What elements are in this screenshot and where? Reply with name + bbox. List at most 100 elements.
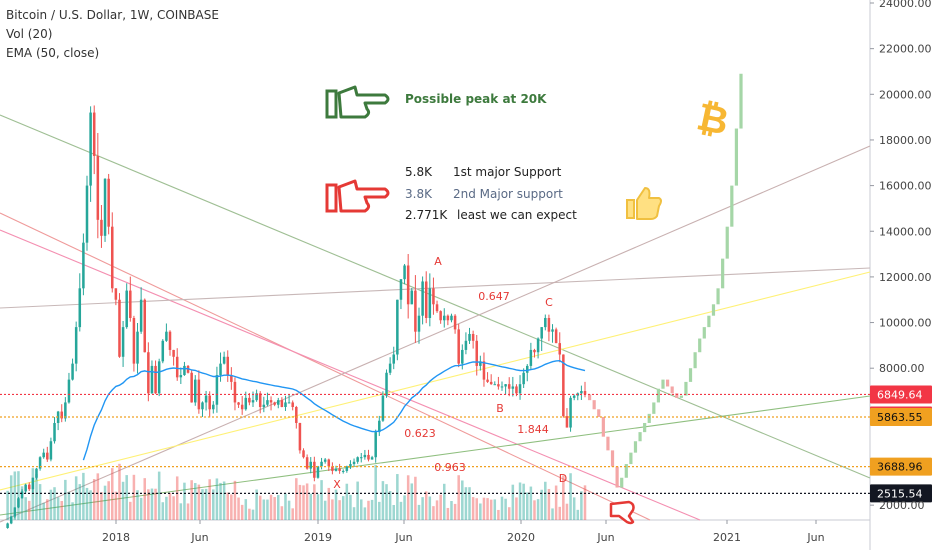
volume-bar [327,487,331,520]
candle [31,477,35,490]
volume-bar [46,499,49,520]
candle [165,331,168,341]
volume-bar [442,483,446,520]
candle [276,400,280,405]
candle [424,281,428,318]
candle [536,338,540,353]
candle [421,281,424,316]
candle [92,112,96,156]
indicator-volume[interactable]: Vol (20) [6,27,53,41]
projection-candle [702,327,706,339]
projection-candle [730,185,734,227]
candle [396,299,399,355]
projection-candle [711,304,716,316]
thumbs-right-green-icon [325,85,390,119]
volume-bar [82,472,85,520]
candle [222,356,226,364]
support-text: 1st major Support [453,165,562,179]
candle [291,402,294,408]
candle [464,340,468,350]
volume-bar [363,507,367,520]
projection-candle [601,416,605,437]
candle [558,343,562,355]
candle [489,381,493,385]
candle [417,315,421,332]
projection-candle [665,379,670,387]
candle [359,457,363,459]
candle [439,311,442,321]
support-note-3: 2.771K least we can expect [405,208,577,222]
peak-annotation: Possible peak at 20K [405,92,547,106]
fib-label: 0.623 [404,427,436,440]
volume-bar [13,471,17,520]
candle [219,363,222,376]
candle [60,411,64,419]
volume-bar [486,498,489,520]
candle [370,457,374,460]
candle [540,327,543,339]
candle [356,457,359,462]
candle [381,395,385,421]
volume-bar [522,483,525,520]
volume-bar [511,484,515,520]
trend-line [0,212,651,521]
candle [349,464,352,467]
indicator-ema[interactable]: EMA (50, close) [6,46,100,60]
candle [572,395,576,398]
volume-bar [414,476,417,520]
projection-candle [721,258,725,289]
volume-bar [464,487,468,520]
volume-bar [507,507,511,520]
trend-line [0,145,871,523]
volume-bar [107,481,110,520]
candle [432,288,435,305]
volume-bar [410,483,414,520]
candle [493,384,497,386]
candle [305,457,309,469]
candle [583,391,587,395]
candle [212,404,215,410]
candle [67,379,71,403]
y-tick-label: 8000.00 [879,362,925,375]
symbol-title[interactable]: Bitcoin / U.S. Dollar, 1W, COINBASE [6,8,219,22]
candle [53,422,56,442]
volume-bar [302,485,305,520]
projection-candle [624,464,628,478]
volume-bar [359,499,363,520]
volume-bar [482,497,486,520]
candle [42,452,45,458]
projection-candle [675,393,679,398]
price-tag-label: 5863.55 [877,411,923,424]
candle [74,327,78,364]
projection-candle [587,394,592,401]
projection-candle [661,379,665,389]
price-tag [870,385,932,404]
volume-bar [175,476,179,520]
volume-bar [157,471,161,520]
candle [309,461,313,469]
volume-bar [273,497,276,520]
volume-bar [132,474,136,520]
volume-bar [92,479,96,520]
volume-bar [147,489,150,520]
volume-bar [417,504,421,520]
volume-bar [262,499,266,520]
thumbs-down-red-icon [609,500,635,525]
candle [237,402,240,405]
volume-bar [525,492,529,520]
volume-bar [118,463,121,520]
projection-candle [698,338,702,353]
volume-bar [121,481,125,520]
x-tick-label: 2020 [507,531,535,544]
volume-bar [251,509,255,520]
volume-bar [31,468,35,520]
candle [565,416,569,428]
volume-bar [67,491,71,520]
candle [103,178,107,236]
candle [352,461,356,465]
candle [320,461,323,467]
volume-bar [471,497,475,520]
candle [334,468,338,471]
